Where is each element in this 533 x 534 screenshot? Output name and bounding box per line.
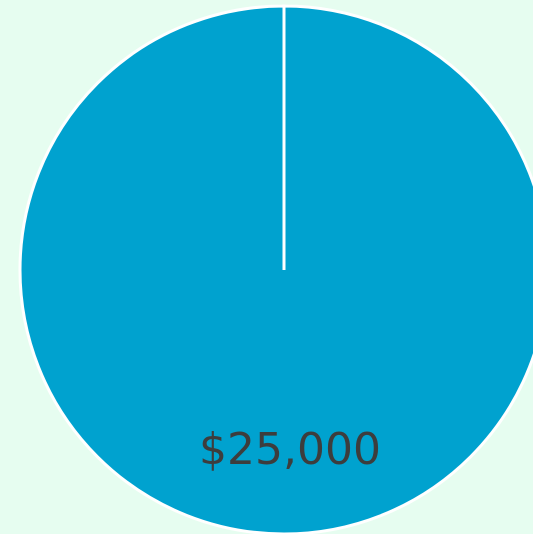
slice-label: $25,000 (199, 424, 381, 475)
pie-slice (18, 4, 533, 534)
